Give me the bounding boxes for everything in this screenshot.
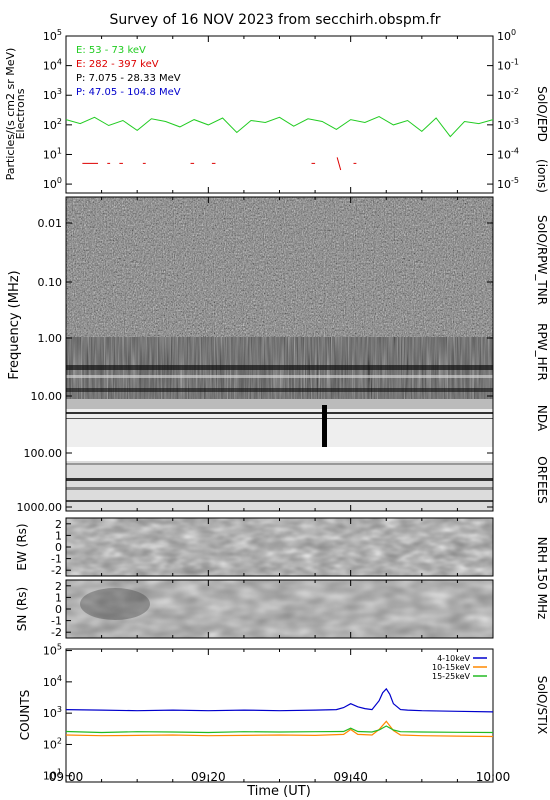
ew-ticks: 210-1-2: [51, 518, 71, 577]
epd-legend-entry: E: 53 - 73 keV: [76, 45, 146, 56]
orfees-spectrogram: [66, 461, 493, 511]
epd-plot-frame: [65, 35, 494, 194]
radio-tick-label: 0.01: [38, 217, 63, 230]
sn-ylabel: SN (Rs): [15, 587, 29, 631]
radio-tick-label: 0.10: [38, 276, 63, 289]
epd-legend-entry: E: 282 - 397 keV: [76, 59, 159, 70]
epd-right-tick-label: 10-3: [497, 117, 519, 132]
sn-ticks: 210-1-2: [51, 580, 71, 639]
stix-instrument-label: SolO/STIX: [535, 676, 549, 735]
epd-left-tick-label: 105: [43, 28, 62, 43]
orfees-instrument-label: ORFEES: [535, 456, 549, 503]
epd-right-tick-label: 10-5: [497, 176, 519, 191]
hfr-instrument-label: RPW_HFR: [535, 323, 549, 381]
nrh-instrument-label: NRH 150 MHz: [535, 537, 549, 620]
time-tick-label: 10:00: [476, 770, 511, 784]
time-tick-label: 09:20: [191, 770, 226, 784]
epd-left-tick-label: 101: [43, 146, 62, 161]
stix-legend-entry: 15-25keV: [432, 672, 471, 681]
nrh-sn-panel: 210-1-2 SN (Rs) NRH 150 MHz: [15, 537, 549, 639]
time-tick-label: 09:40: [333, 770, 368, 784]
nrh-tick-label: 1: [55, 529, 62, 542]
radio-tick-label: 1000.00: [17, 501, 63, 514]
nrh-tick-label: -1: [51, 615, 62, 628]
nrh-tick-label: -2: [51, 564, 62, 577]
radio-tick-label: 1.00: [38, 332, 63, 345]
epd-left-tick-label: 103: [43, 87, 62, 102]
nrh-ew-panel: 210-1-2 EW (Rs): [15, 517, 494, 577]
epd-ylabel: Particles/(s cm2 sr MeV): [4, 48, 17, 181]
epd-right-tick-label: 10-4: [497, 146, 519, 161]
nrh-ew-image: [66, 518, 493, 576]
epd-ylabel-electrons: Electrons: [14, 88, 27, 139]
epd-instrument-label: SolO/EPD: [535, 86, 549, 142]
epd-electron-high-segment: [336, 157, 342, 171]
stix-ylabel: COUNTS: [18, 690, 32, 741]
stix-legend-entry: 10-15keV: [432, 663, 471, 672]
stix-tick-label: 105: [43, 643, 62, 658]
epd-legend: E: 53 - 73 keV E: 282 - 397 keV P: 7.075 -…: [76, 45, 181, 98]
radio-tick-label: 100.00: [24, 447, 63, 460]
stix-ticks: 101 102 103 104 105: [43, 643, 72, 783]
radio-tick-label: 10.00: [31, 390, 63, 403]
epd-legend-entry: P: 47.05 - 104.8 MeV: [76, 87, 181, 98]
nrh-tick-label: 1: [55, 591, 62, 604]
radio-panel: 0.01 0.10 1.00 10.00 100.00 1000.00 Frequency…: [7, 196, 549, 514]
stix-tick-label: 101: [43, 768, 62, 783]
epd-right-tick-label: 10-1: [497, 58, 519, 73]
epd-series: [65, 116, 494, 171]
epd-left-tick-label: 102: [43, 117, 62, 132]
radio-ticks: 0.01 0.10 1.00 10.00 100.00 1000.00: [17, 217, 493, 514]
epd-ions-label: (ions): [535, 159, 549, 193]
chart-title: Survey of 16 NOV 2023 from secchirh.obsp…: [109, 12, 440, 28]
epd-left-tick-label: 104: [43, 58, 62, 73]
stix-plot-frame: [65, 648, 494, 783]
stix-series: [65, 687, 494, 738]
nrh-sn-image: [66, 580, 493, 638]
nrh-tick-label: -1: [51, 553, 62, 566]
time-axis-label: Time (UT): [246, 784, 311, 799]
nrh-tick-label: 2: [55, 580, 62, 593]
epd-right-ticks: 10-5 10-4 10-3 10-2 10-1 100: [487, 28, 519, 191]
epd-electron-low-line: [65, 116, 494, 138]
stix-tick-label: 104: [43, 674, 62, 689]
stix-line-2: [65, 725, 494, 734]
stix-tick-label: 102: [43, 736, 62, 751]
nrh-tick-label: 2: [55, 518, 62, 531]
radio-ylabel: Frequency (MHz): [7, 270, 22, 379]
stix-line-0: [65, 687, 494, 713]
nrh-tick-label: 0: [55, 603, 62, 616]
time-axis: 09:00 09:20 09:40 10:00: [49, 36, 511, 784]
epd-left-ticks: 100 101 102 103 104 105: [43, 28, 72, 191]
epd-legend-entry: P: 7.075 - 28.33 MeV: [76, 73, 181, 84]
stix-legend-entry: 4-10keV: [437, 654, 470, 663]
time-tick-label: 09:00: [49, 770, 84, 784]
nrh-tick-label: 0: [55, 541, 62, 554]
epd-right-tick-label: 100: [497, 28, 516, 43]
tnr-instrument-label: SoIO/RPW_TNR: [535, 215, 549, 305]
epd-right-tick-label: 10-2: [497, 87, 519, 102]
stix-line-1: [65, 720, 494, 738]
radio-spectrogram: [66, 197, 493, 511]
stix-tick-label: 103: [43, 705, 62, 720]
ew-ylabel: EW (Rs): [15, 523, 29, 570]
epd-left-tick-label: 100: [43, 176, 62, 191]
nrh-tick-label: -2: [51, 626, 62, 639]
nda-instrument-label: NDA: [535, 405, 549, 432]
